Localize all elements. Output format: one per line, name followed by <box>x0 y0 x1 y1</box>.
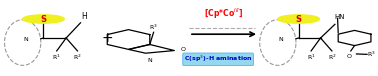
Text: N: N <box>279 37 283 42</box>
Text: R$^2$: R$^2$ <box>327 52 336 62</box>
Text: S: S <box>296 15 302 23</box>
Text: N: N <box>147 58 152 63</box>
Text: H: H <box>81 12 87 21</box>
Text: +: + <box>102 31 113 45</box>
Circle shape <box>278 15 319 23</box>
Text: HN: HN <box>334 14 345 20</box>
Text: O: O <box>180 47 185 52</box>
Text: R$^1$: R$^1$ <box>52 52 61 62</box>
Text: O: O <box>346 54 352 59</box>
Text: C(sp$^3$)-H amination: C(sp$^3$)-H amination <box>184 54 253 64</box>
Text: N: N <box>23 37 28 42</box>
Circle shape <box>23 15 64 23</box>
Text: [Cp*Co$^{III}$]: [Cp*Co$^{III}$] <box>204 6 243 21</box>
Text: S: S <box>40 15 46 23</box>
Text: R$^3$: R$^3$ <box>149 23 158 32</box>
Text: R$^2$: R$^2$ <box>73 52 82 62</box>
Text: R$^3$: R$^3$ <box>367 50 376 59</box>
Text: R$^1$: R$^1$ <box>307 52 316 62</box>
